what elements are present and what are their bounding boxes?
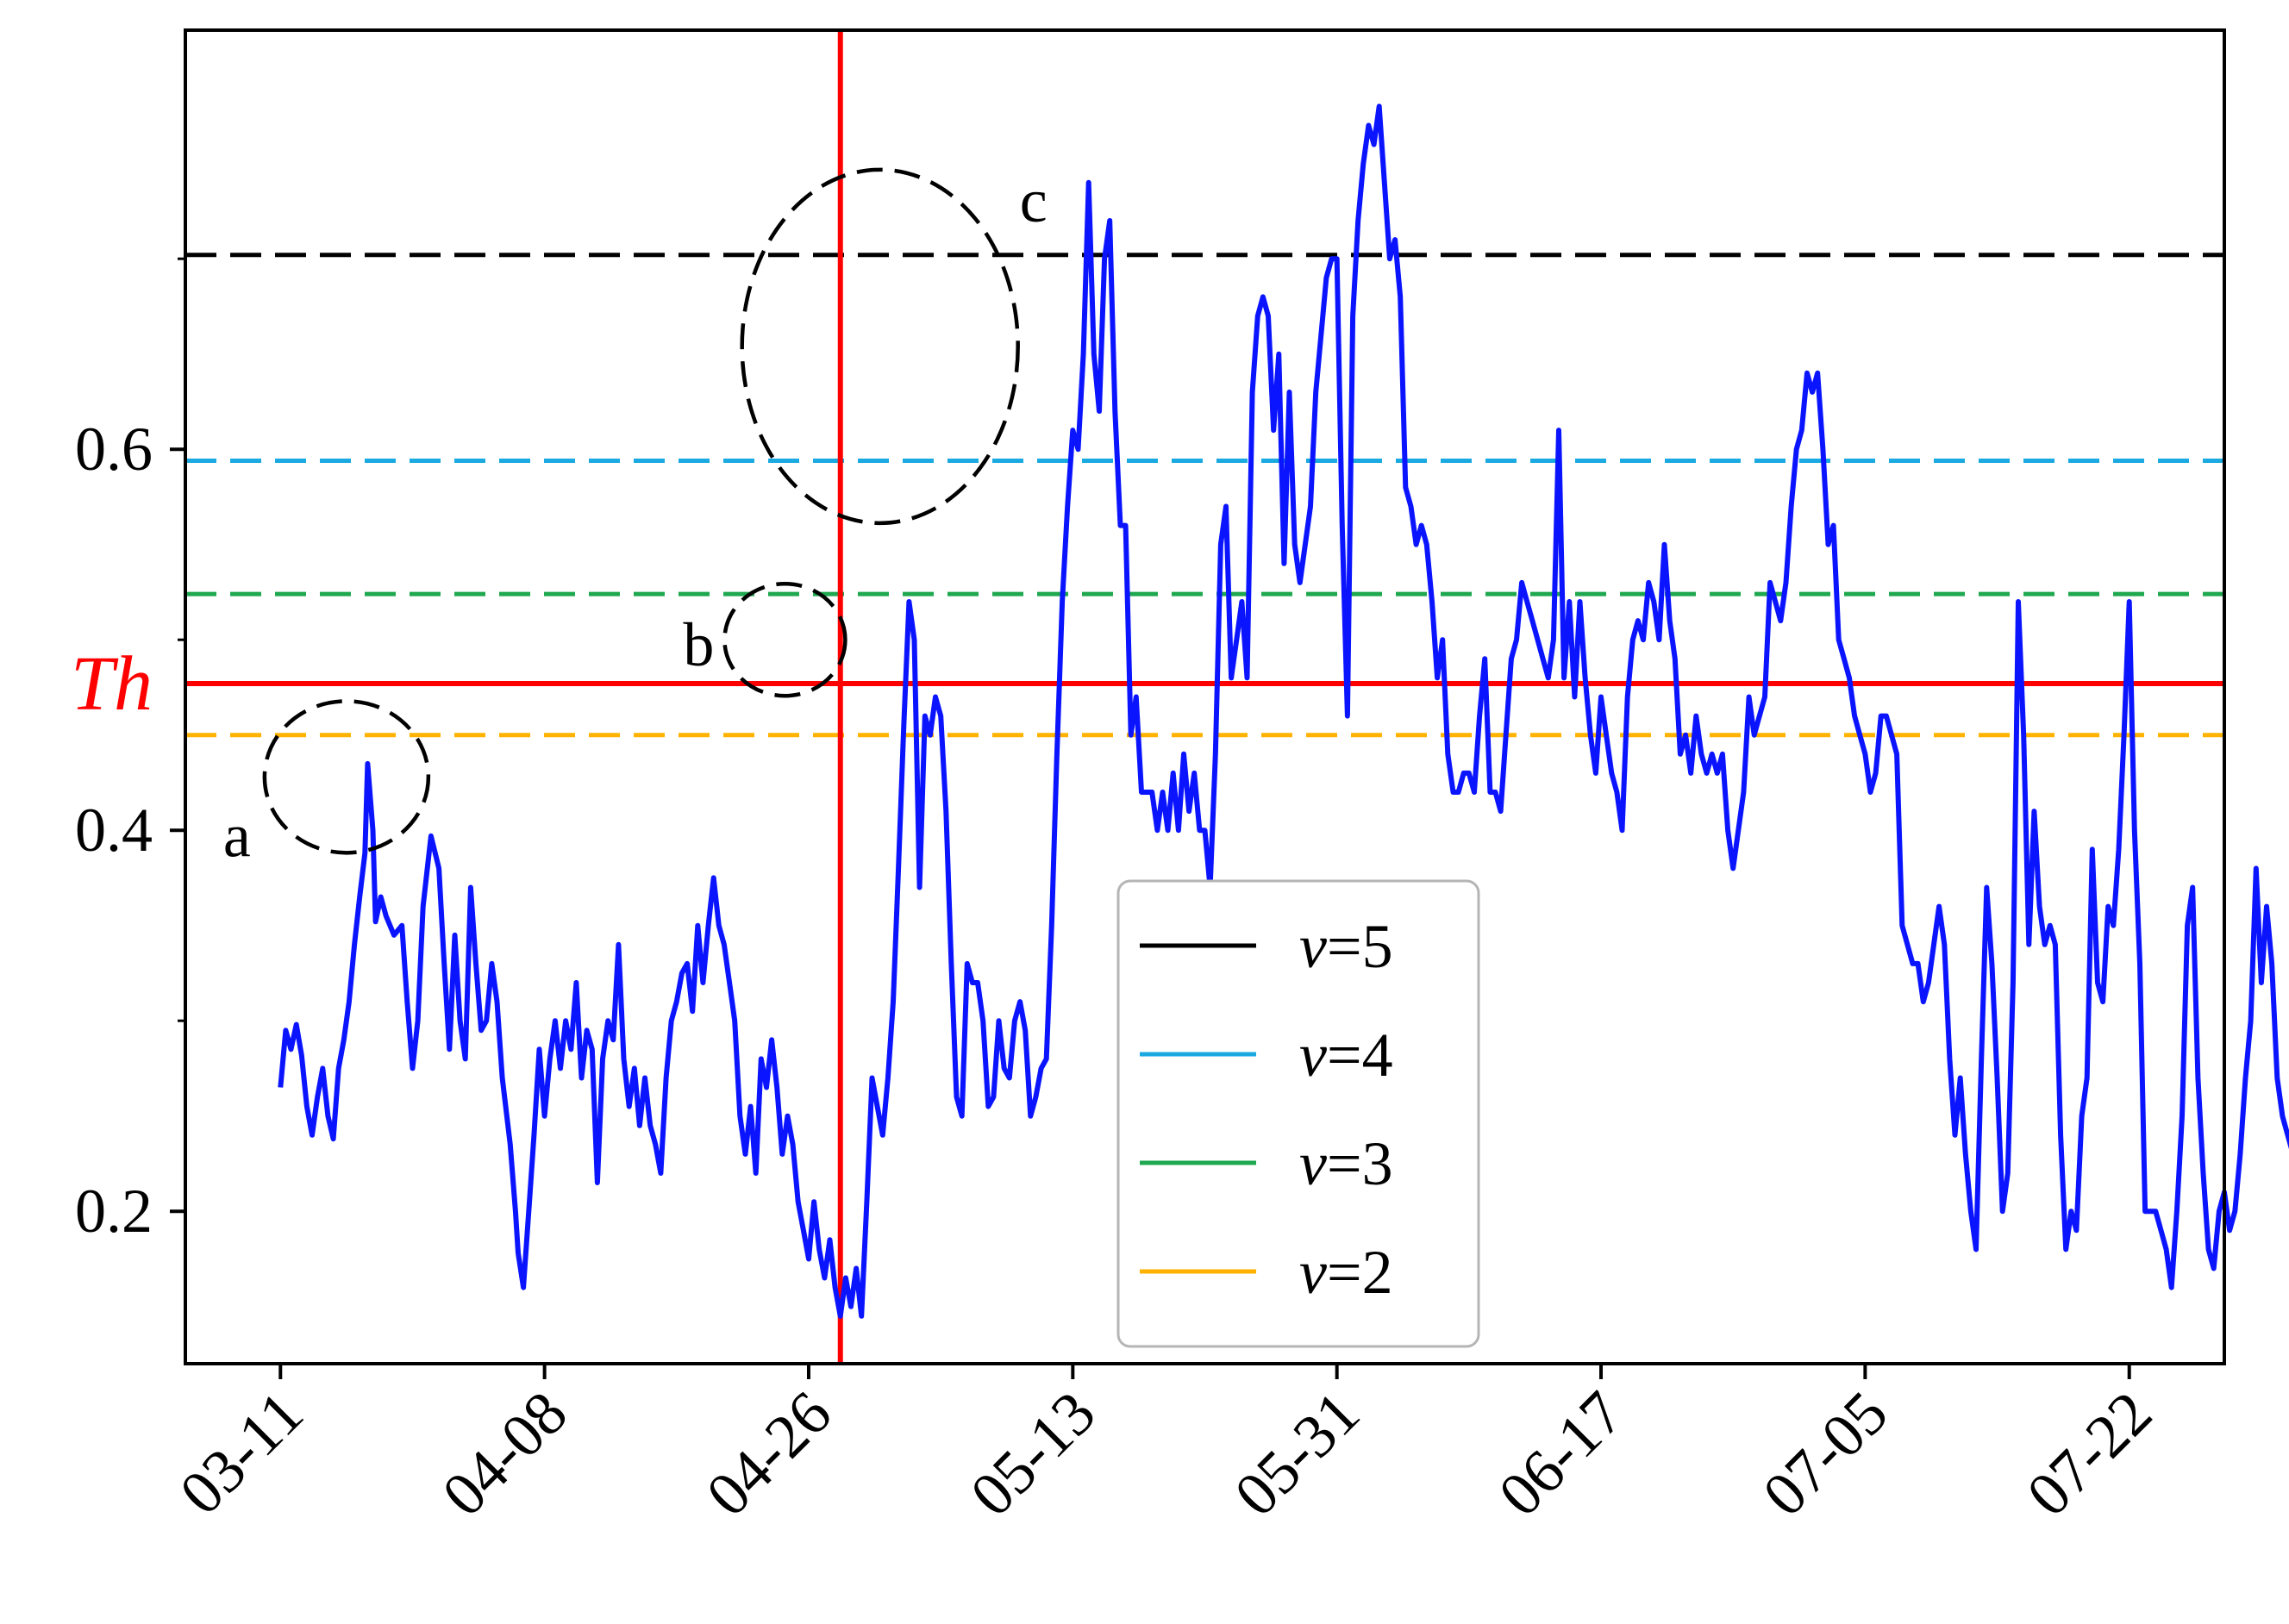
data-series <box>278 103 2289 1319</box>
legend-label-v-3: v=3 <box>1299 1129 1393 1198</box>
y-tick-label: 0.2 <box>75 1177 153 1246</box>
series-line <box>278 103 2289 1319</box>
legend-label-v-4: v=4 <box>1299 1021 1393 1090</box>
annotations: a b c <box>223 166 1048 870</box>
legend-box <box>1116 879 1480 1348</box>
reference-lines <box>185 30 2224 1364</box>
plot-frame <box>184 28 2226 1365</box>
annotation-label-b: b <box>683 610 714 679</box>
annotation-label-c: c <box>1020 166 1048 235</box>
th-label: Th <box>71 641 153 727</box>
annotation-ellipse-b <box>722 581 847 698</box>
legend: v=5 v=4 v=3 v=2 <box>1116 879 1480 1348</box>
legend-label-v-5: v=5 <box>1299 912 1393 981</box>
y-tick-label: 0.6 <box>75 415 153 484</box>
y-tick-label: 0.4 <box>75 796 153 865</box>
legend-label-v-2: v=2 <box>1299 1238 1393 1307</box>
annotation-ellipse-c <box>740 167 1020 526</box>
annotation-label-a: a <box>223 801 251 870</box>
annotation-ellipse-a <box>262 699 431 855</box>
